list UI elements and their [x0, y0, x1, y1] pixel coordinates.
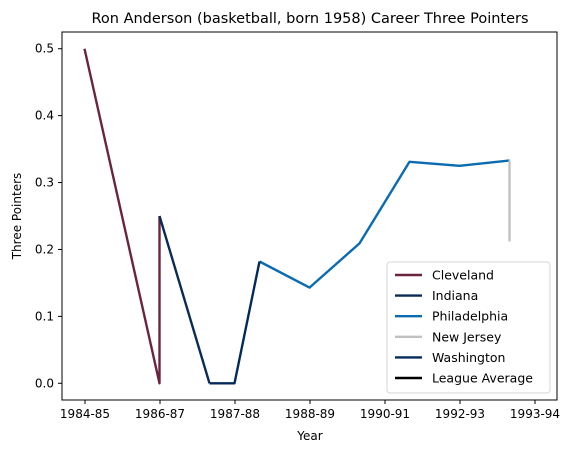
x-tick-label: 1992-93 [435, 407, 485, 421]
y-tick-label: 0.2 [35, 242, 54, 256]
series-line [83, 48, 161, 385]
legend-label: Philadelphia [432, 309, 508, 324]
x-axis-label: Year [296, 429, 322, 443]
y-tick-label: 0.1 [35, 309, 54, 323]
series-line [158, 215, 211, 384]
legend: Cleveland Indiana Philadelphia New Jersey Wa… [386, 261, 551, 394]
legend-label: New Jersey [432, 329, 502, 344]
y-axis-label: Three Pointers [10, 173, 24, 261]
x-tick-label: 1988-89 [285, 407, 335, 421]
legend-label: League Average [432, 371, 533, 386]
plot-lines [83, 48, 511, 385]
legend-box [386, 261, 551, 394]
x-tick-label: 1990-91 [360, 407, 410, 421]
x-tick-label: 1987-88 [210, 407, 260, 421]
y-axis-ticks: 0.0 0.1 0.2 0.3 0.4 0.5 [35, 42, 62, 390]
chart-title: Ron Anderson (basketball, born 1958) Car… [91, 11, 528, 27]
legend-label: Cleveland [432, 268, 494, 283]
legend-label: Indiana [432, 288, 478, 303]
x-tick-label: 1984-85 [60, 407, 110, 421]
y-tick-label: 0.4 [35, 109, 54, 123]
y-tick-label: 0.0 [35, 376, 54, 390]
x-tick-label: 1986-87 [135, 407, 185, 421]
y-tick-label: 0.3 [35, 176, 54, 190]
x-tick-label: 1993-94 [510, 407, 560, 421]
series-line [209, 261, 261, 385]
legend-label: Washington [432, 350, 505, 365]
x-axis-ticks: 1984-85 1986-87 1987-88 1988-89 1990-91 1992-… [60, 400, 560, 421]
y-tick-label: 0.5 [35, 42, 54, 56]
series-line [258, 159, 510, 289]
